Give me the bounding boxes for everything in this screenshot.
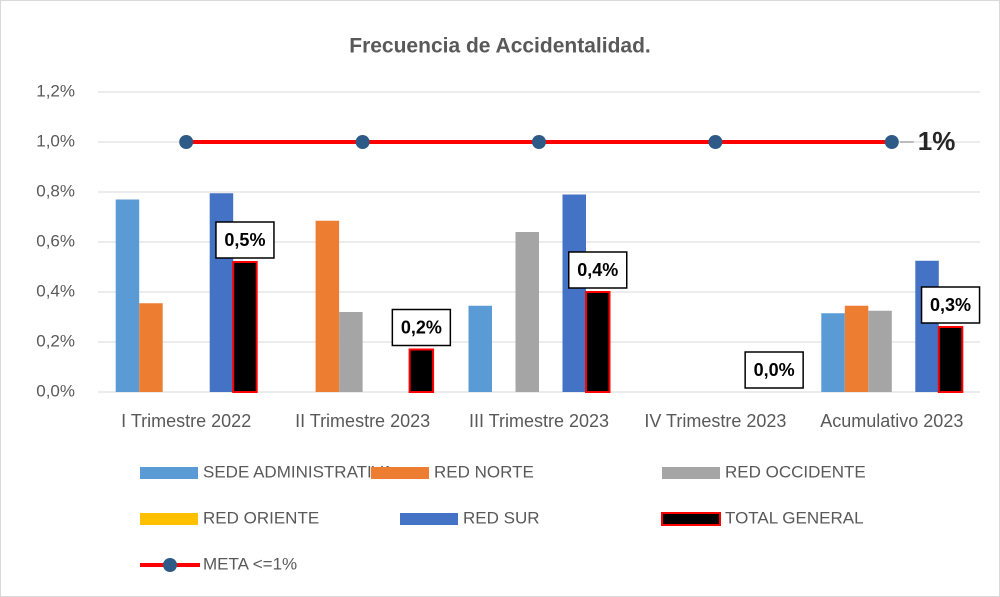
y-tick-label: 0,0% — [36, 381, 75, 400]
y-tick-label: 0,6% — [36, 231, 75, 250]
data-label: 0,2% — [401, 317, 442, 337]
data-label-box — [744, 351, 804, 389]
bar — [339, 312, 363, 392]
legend-label: SEDE ADMINISTRATIVA — [203, 462, 394, 481]
bar — [315, 220, 340, 392]
bar — [937, 326, 964, 393]
marker — [708, 135, 723, 149]
data-label: 0,3% — [930, 295, 971, 315]
data-label: 1% — [918, 126, 956, 156]
data-label-box — [391, 308, 452, 347]
bar — [868, 310, 892, 392]
bar — [468, 305, 492, 392]
chart-title: Frecuencia de Accidentalidad. — [349, 35, 651, 58]
y-tick-label: 0,8% — [36, 181, 75, 200]
data-label-box — [568, 251, 628, 289]
legend-swatch — [163, 558, 177, 572]
bar — [115, 199, 140, 392]
data-label: 0,4% — [577, 260, 618, 280]
legend-swatch — [400, 513, 458, 525]
bar — [232, 261, 258, 393]
y-tick-label: 0,2% — [36, 331, 75, 350]
legend-label: RED NORTE — [434, 462, 534, 481]
legend-swatch — [371, 467, 429, 479]
y-tick-label: 1,0% — [36, 131, 75, 150]
marker — [532, 135, 546, 149]
legend-label: RED OCCIDENTE — [725, 462, 866, 481]
bar — [139, 303, 163, 392]
legend-label: RED ORIENTE — [203, 508, 319, 527]
x-tick-label: Acumulativo 2023 — [820, 411, 963, 431]
legend-label: META <=1% — [203, 554, 297, 573]
data-label-box — [215, 221, 275, 259]
x-tick-label: I Trimestre 2022 — [121, 411, 251, 431]
legend-swatch — [140, 513, 198, 525]
marker — [179, 135, 194, 149]
bar — [821, 313, 845, 392]
data-label-box — [920, 286, 981, 324]
legend-label: RED SUR — [463, 508, 540, 527]
legend-label: TOTAL GENERAL — [725, 508, 864, 527]
legend-swatch — [661, 512, 721, 526]
bar — [408, 348, 435, 393]
y-tick-label: 0,4% — [36, 281, 75, 300]
bar — [915, 260, 939, 392]
bar — [562, 194, 586, 392]
data-label: 0,5% — [224, 230, 265, 250]
bar — [844, 305, 869, 392]
x-tick-label: II Trimestre 2023 — [295, 411, 430, 431]
marker — [884, 135, 899, 149]
bar — [585, 291, 611, 393]
y-tick-label: 1,2% — [36, 81, 75, 100]
x-tick-label: IV Trimestre 2023 — [644, 411, 786, 431]
marker — [355, 135, 370, 149]
legend-swatch — [662, 467, 720, 479]
legend-swatch — [140, 467, 198, 479]
x-tick-label: III Trimestre 2023 — [469, 411, 609, 431]
data-label: 0,0% — [754, 360, 795, 380]
bar — [515, 232, 539, 392]
